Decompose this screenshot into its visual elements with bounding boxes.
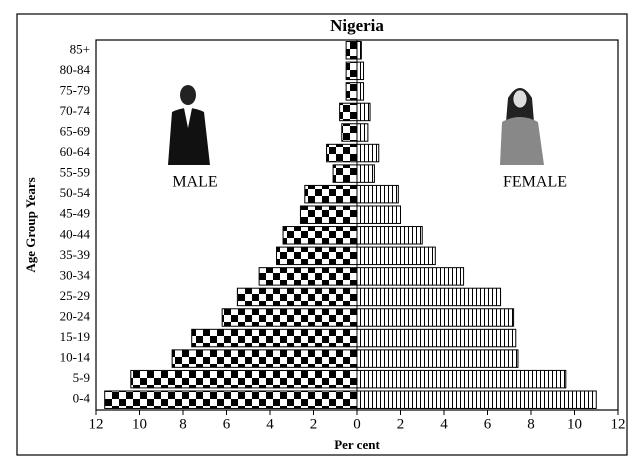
y-tick-label: 15-19 [60, 329, 90, 344]
female-figure [500, 88, 544, 165]
female-bar [357, 370, 566, 387]
y-tick-label: 35-39 [60, 247, 90, 262]
female-bar [357, 144, 379, 161]
y-tick-label: 65-69 [60, 123, 90, 138]
y-tick-label: 80-84 [60, 62, 91, 77]
y-tick-label: 60-64 [60, 144, 91, 159]
x-tick-label: 4 [266, 416, 274, 432]
male-bar [192, 329, 357, 346]
female-bar [357, 83, 364, 100]
male-bar [346, 83, 357, 100]
legend-label: MALE [172, 174, 217, 191]
y-tick-label: 85+ [70, 41, 90, 56]
y-tick-label: 75-79 [60, 82, 90, 97]
x-tick-label: 6 [484, 416, 492, 432]
female-bar [357, 62, 364, 79]
y-tick-label: 10-14 [60, 350, 91, 365]
male-bar [172, 350, 357, 367]
male-bar [300, 206, 357, 223]
y-tick-label: 40-44 [60, 226, 91, 241]
x-tick-label: 12 [89, 416, 104, 432]
y-tick-label: 20-24 [60, 308, 91, 323]
y-tick-label: 45-49 [60, 206, 90, 221]
male-bar [259, 268, 357, 285]
female-bar [357, 185, 398, 202]
x-tick-label: 8 [527, 416, 535, 432]
male-bar [342, 124, 357, 141]
female-bar [357, 103, 370, 120]
female-bar [357, 42, 361, 59]
x-tick-label: 10 [567, 416, 582, 432]
male-bar [131, 370, 357, 387]
female-bar [357, 165, 374, 182]
male-bar [105, 391, 357, 408]
male-bar [283, 227, 357, 244]
female-bar [357, 391, 596, 408]
female-bar [357, 227, 422, 244]
male-bar [346, 62, 357, 79]
x-tick-label: 10 [132, 416, 147, 432]
female-bar [357, 124, 368, 141]
female-bar [357, 309, 514, 326]
male-bar [340, 103, 357, 120]
y-tick-label: 0-4 [73, 391, 91, 406]
female-bar [357, 350, 518, 367]
y-tick-label: 25-29 [60, 288, 90, 303]
y-tick-label: 30-34 [60, 267, 91, 282]
female-bar [357, 288, 501, 305]
male-bar [327, 144, 357, 161]
x-tick-label: 2 [397, 416, 405, 432]
y-tick-label: 50-54 [60, 185, 91, 200]
chart-title: Nigeria [330, 16, 384, 35]
male-figure [168, 85, 210, 165]
chart: Nigeria Per cent Age Group Years 12 10 8 6 4… [0, 0, 631, 458]
male-bar [346, 42, 357, 59]
x-tick-label: 6 [223, 416, 231, 432]
y-axis-label: Age Group Years [23, 177, 38, 272]
legend-label: FEMALE [503, 174, 567, 191]
male-bar [222, 309, 357, 326]
male-bar [237, 288, 357, 305]
male-bar [305, 185, 357, 202]
female-bar [357, 329, 516, 346]
female-bar [357, 247, 435, 264]
female-bar [357, 268, 464, 285]
male-bar [277, 247, 357, 264]
x-tick-label: 8 [179, 416, 187, 432]
x-tick-label: 0 [353, 416, 361, 432]
female-bar [357, 206, 401, 223]
x-axis-label: Per cent [334, 437, 380, 452]
male-bar [333, 165, 357, 182]
y-tick-label: 70-74 [60, 103, 91, 118]
x-tick-label: 2 [310, 416, 318, 432]
x-tick-label: 12 [611, 416, 626, 432]
x-tick-label: 4 [440, 416, 448, 432]
y-tick-label: 5-9 [73, 370, 90, 385]
y-tick-label: 55-59 [60, 165, 90, 180]
